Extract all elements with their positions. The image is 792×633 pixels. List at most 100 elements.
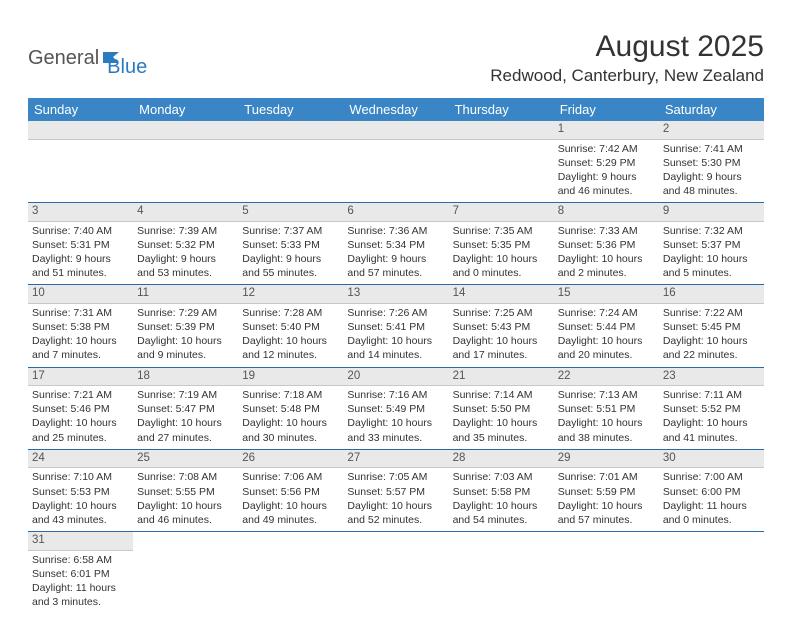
daylight-line: Daylight: 9 hours and 57 minutes. bbox=[347, 252, 444, 280]
location: Redwood, Canterbury, New Zealand bbox=[490, 66, 764, 86]
day-cell bbox=[659, 532, 764, 614]
day-number: 29 bbox=[554, 450, 659, 469]
day-number: 24 bbox=[28, 450, 133, 469]
day-number: 12 bbox=[238, 285, 343, 304]
day-number-empty bbox=[238, 121, 343, 140]
weekday-header-row: Sunday Monday Tuesday Wednesday Thursday… bbox=[28, 98, 764, 121]
weekday-header: Friday bbox=[554, 98, 659, 121]
day-number: 19 bbox=[238, 368, 343, 387]
day-cell: 19Sunrise: 7:18 AMSunset: 5:48 PMDayligh… bbox=[238, 367, 343, 449]
sunrise-line: Sunrise: 7:37 AM bbox=[242, 224, 339, 238]
day-cell: 3Sunrise: 7:40 AMSunset: 5:31 PMDaylight… bbox=[28, 203, 133, 285]
daylight-line: Daylight: 10 hours and 0 minutes. bbox=[453, 252, 550, 280]
day-details: Sunrise: 7:36 AMSunset: 5:34 PMDaylight:… bbox=[343, 222, 448, 285]
week-row: 24Sunrise: 7:10 AMSunset: 5:53 PMDayligh… bbox=[28, 449, 764, 531]
day-details: Sunrise: 7:24 AMSunset: 5:44 PMDaylight:… bbox=[554, 304, 659, 367]
day-number: 2 bbox=[659, 121, 764, 140]
sunrise-line: Sunrise: 7:00 AM bbox=[663, 470, 760, 484]
sunset-line: Sunset: 5:53 PM bbox=[32, 485, 129, 499]
day-cell: 7Sunrise: 7:35 AMSunset: 5:35 PMDaylight… bbox=[449, 203, 554, 285]
day-cell: 9Sunrise: 7:32 AMSunset: 5:37 PMDaylight… bbox=[659, 203, 764, 285]
day-number: 5 bbox=[238, 203, 343, 222]
daylight-line: Daylight: 10 hours and 7 minutes. bbox=[32, 334, 129, 362]
sunset-line: Sunset: 5:47 PM bbox=[137, 402, 234, 416]
month-title: August 2025 bbox=[490, 30, 764, 64]
sunrise-line: Sunrise: 7:16 AM bbox=[347, 388, 444, 402]
daylight-line: Daylight: 10 hours and 2 minutes. bbox=[558, 252, 655, 280]
day-cell: 13Sunrise: 7:26 AMSunset: 5:41 PMDayligh… bbox=[343, 285, 448, 367]
day-cell: 12Sunrise: 7:28 AMSunset: 5:40 PMDayligh… bbox=[238, 285, 343, 367]
sunrise-line: Sunrise: 7:05 AM bbox=[347, 470, 444, 484]
day-cell: 16Sunrise: 7:22 AMSunset: 5:45 PMDayligh… bbox=[659, 285, 764, 367]
day-details: Sunrise: 7:13 AMSunset: 5:51 PMDaylight:… bbox=[554, 386, 659, 449]
sunrise-line: Sunrise: 6:58 AM bbox=[32, 553, 129, 567]
sunset-line: Sunset: 5:49 PM bbox=[347, 402, 444, 416]
sunrise-line: Sunrise: 7:33 AM bbox=[558, 224, 655, 238]
day-number: 13 bbox=[343, 285, 448, 304]
day-number: 3 bbox=[28, 203, 133, 222]
weekday-header: Wednesday bbox=[343, 98, 448, 121]
day-details: Sunrise: 7:28 AMSunset: 5:40 PMDaylight:… bbox=[238, 304, 343, 367]
sunrise-line: Sunrise: 7:13 AM bbox=[558, 388, 655, 402]
day-cell bbox=[133, 121, 238, 203]
sunrise-line: Sunrise: 7:22 AM bbox=[663, 306, 760, 320]
daylight-line: Daylight: 10 hours and 30 minutes. bbox=[242, 416, 339, 444]
sunset-line: Sunset: 5:36 PM bbox=[558, 238, 655, 252]
daylight-line: Daylight: 9 hours and 46 minutes. bbox=[558, 170, 655, 198]
day-details: Sunrise: 7:21 AMSunset: 5:46 PMDaylight:… bbox=[28, 386, 133, 449]
daylight-line: Daylight: 10 hours and 9 minutes. bbox=[137, 334, 234, 362]
sunrise-line: Sunrise: 7:14 AM bbox=[453, 388, 550, 402]
weekday-header: Tuesday bbox=[238, 98, 343, 121]
day-number: 26 bbox=[238, 450, 343, 469]
sunset-line: Sunset: 5:51 PM bbox=[558, 402, 655, 416]
day-number: 9 bbox=[659, 203, 764, 222]
day-number: 27 bbox=[343, 450, 448, 469]
logo: General Blue bbox=[28, 38, 147, 79]
day-details: Sunrise: 7:18 AMSunset: 5:48 PMDaylight:… bbox=[238, 386, 343, 449]
daylight-line: Daylight: 9 hours and 51 minutes. bbox=[32, 252, 129, 280]
header: General Blue August 2025 Redwood, Canter… bbox=[28, 30, 764, 86]
sunset-line: Sunset: 5:59 PM bbox=[558, 485, 655, 499]
day-details: Sunrise: 7:06 AMSunset: 5:56 PMDaylight:… bbox=[238, 468, 343, 531]
sunrise-line: Sunrise: 7:01 AM bbox=[558, 470, 655, 484]
sunrise-line: Sunrise: 7:39 AM bbox=[137, 224, 234, 238]
sunset-line: Sunset: 5:44 PM bbox=[558, 320, 655, 334]
day-number: 16 bbox=[659, 285, 764, 304]
sunset-line: Sunset: 5:41 PM bbox=[347, 320, 444, 334]
sunrise-line: Sunrise: 7:42 AM bbox=[558, 142, 655, 156]
day-cell: 30Sunrise: 7:00 AMSunset: 6:00 PMDayligh… bbox=[659, 449, 764, 531]
day-cell: 31Sunrise: 6:58 AMSunset: 6:01 PMDayligh… bbox=[28, 532, 133, 614]
daylight-line: Daylight: 10 hours and 14 minutes. bbox=[347, 334, 444, 362]
sunset-line: Sunset: 5:33 PM bbox=[242, 238, 339, 252]
day-details: Sunrise: 7:29 AMSunset: 5:39 PMDaylight:… bbox=[133, 304, 238, 367]
day-cell bbox=[28, 121, 133, 203]
day-cell: 15Sunrise: 7:24 AMSunset: 5:44 PMDayligh… bbox=[554, 285, 659, 367]
sunset-line: Sunset: 5:32 PM bbox=[137, 238, 234, 252]
sunset-line: Sunset: 5:46 PM bbox=[32, 402, 129, 416]
sunset-line: Sunset: 5:35 PM bbox=[453, 238, 550, 252]
sunset-line: Sunset: 5:50 PM bbox=[453, 402, 550, 416]
day-cell: 10Sunrise: 7:31 AMSunset: 5:38 PMDayligh… bbox=[28, 285, 133, 367]
day-cell: 6Sunrise: 7:36 AMSunset: 5:34 PMDaylight… bbox=[343, 203, 448, 285]
sunrise-line: Sunrise: 7:36 AM bbox=[347, 224, 444, 238]
sunset-line: Sunset: 5:40 PM bbox=[242, 320, 339, 334]
daylight-line: Daylight: 10 hours and 17 minutes. bbox=[453, 334, 550, 362]
daylight-line: Daylight: 10 hours and 46 minutes. bbox=[137, 499, 234, 527]
daylight-line: Daylight: 10 hours and 43 minutes. bbox=[32, 499, 129, 527]
day-cell bbox=[133, 532, 238, 614]
day-details: Sunrise: 7:16 AMSunset: 5:49 PMDaylight:… bbox=[343, 386, 448, 449]
sunrise-line: Sunrise: 7:25 AM bbox=[453, 306, 550, 320]
sunrise-line: Sunrise: 7:35 AM bbox=[453, 224, 550, 238]
daylight-line: Daylight: 10 hours and 54 minutes. bbox=[453, 499, 550, 527]
day-details: Sunrise: 7:08 AMSunset: 5:55 PMDaylight:… bbox=[133, 468, 238, 531]
sunrise-line: Sunrise: 7:03 AM bbox=[453, 470, 550, 484]
sunset-line: Sunset: 5:58 PM bbox=[453, 485, 550, 499]
sunset-line: Sunset: 5:39 PM bbox=[137, 320, 234, 334]
day-number: 30 bbox=[659, 450, 764, 469]
daylight-line: Daylight: 10 hours and 33 minutes. bbox=[347, 416, 444, 444]
day-cell bbox=[449, 121, 554, 203]
day-details: Sunrise: 7:00 AMSunset: 6:00 PMDaylight:… bbox=[659, 468, 764, 531]
day-number: 14 bbox=[449, 285, 554, 304]
sunrise-line: Sunrise: 7:21 AM bbox=[32, 388, 129, 402]
day-details: Sunrise: 7:31 AMSunset: 5:38 PMDaylight:… bbox=[28, 304, 133, 367]
